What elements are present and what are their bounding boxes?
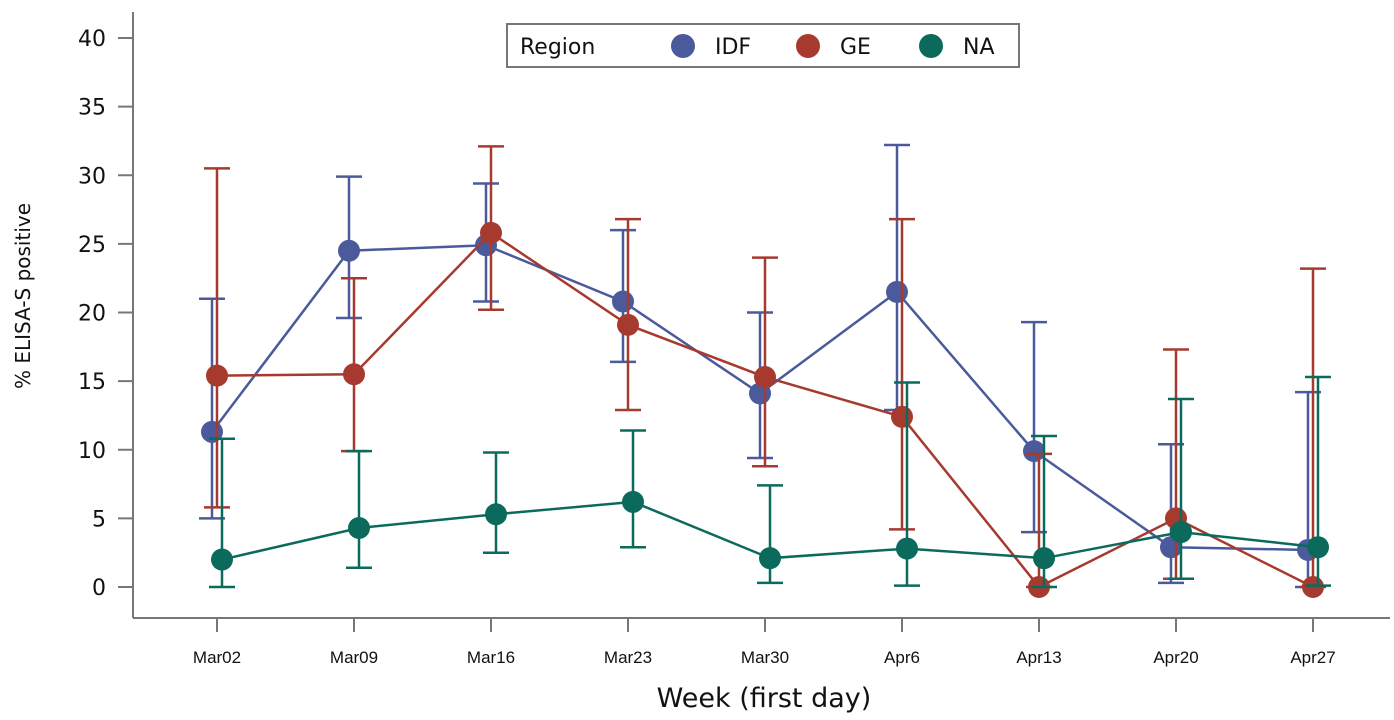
y-tick-label: 35: [78, 96, 106, 121]
x-tick-label: Mar23: [604, 648, 652, 667]
legend-items: IDF GE NA: [671, 34, 995, 60]
data-point: [480, 221, 502, 244]
y-tick-label: 40: [78, 27, 106, 52]
legend-item-na: NA: [919, 34, 995, 60]
data-point: [754, 366, 776, 389]
legend-item-idf: IDF: [671, 34, 751, 60]
legend-title: Region: [520, 35, 595, 60]
data-point: [1170, 521, 1192, 544]
data-point: [612, 290, 634, 313]
data-point: [338, 239, 360, 262]
x-tick-label: Apr13: [1016, 648, 1061, 667]
x-tick-label: Mar30: [741, 648, 789, 667]
y-tick-label: 0: [92, 576, 106, 601]
data-point: [886, 280, 908, 303]
legend-marker: [671, 34, 695, 58]
data-point: [485, 503, 507, 526]
y-tick-label: 25: [78, 233, 106, 258]
data-point: [343, 363, 365, 386]
y-axis-title: % ELISA-S positive: [11, 203, 35, 389]
data-point: [896, 537, 918, 560]
x-tick-label: Mar02: [193, 648, 241, 667]
x-tick-label: Apr27: [1290, 648, 1335, 667]
series-ge: [204, 145, 1326, 598]
y-tick-label: 10: [78, 439, 106, 464]
legend-marker: [796, 34, 820, 58]
data-point: [211, 548, 233, 571]
legend-marker: [919, 34, 943, 58]
series-layer: [199, 143, 1331, 598]
data-point: [759, 547, 781, 570]
data-point: [617, 313, 639, 336]
x-tick-label: Apr20: [1153, 648, 1198, 667]
data-point: [891, 405, 913, 428]
x-ticks: Mar02 Mar09 Mar16 Mar23 Mar30 Apr6 Apr13 Apr20 A…: [193, 618, 1336, 667]
series-idf: [199, 143, 1321, 589]
legend-label: GE: [840, 35, 871, 60]
legend: Region IDF GE NA: [506, 23, 1020, 68]
y-tick-label: 30: [78, 164, 106, 189]
data-point: [1307, 536, 1329, 559]
y-tick-label: 5: [92, 507, 106, 532]
data-point: [622, 490, 644, 513]
data-point: [348, 516, 370, 539]
data-point: [1023, 440, 1045, 463]
axes: [132, 12, 1390, 619]
y-tick-label: 20: [78, 302, 106, 327]
x-axis-title: Week (first day): [657, 683, 872, 714]
legend-item-ge: GE: [796, 34, 871, 60]
y-ticks: 0 5 10 15 20 25 30 35 40: [78, 27, 133, 601]
legend-label: IDF: [715, 35, 751, 60]
data-point: [1033, 547, 1055, 570]
data-point: [1302, 576, 1324, 598]
data-point: [206, 364, 228, 387]
series-na: [209, 375, 1331, 589]
x-tick-label: Apr6: [884, 648, 920, 667]
x-tick-label: Mar09: [330, 648, 378, 667]
x-tick-label: Mar16: [467, 648, 515, 667]
legend-label: NA: [963, 35, 995, 60]
y-tick-label: 15: [78, 370, 106, 395]
